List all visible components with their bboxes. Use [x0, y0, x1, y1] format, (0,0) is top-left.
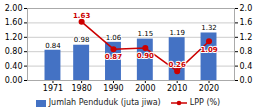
svg-text:1990: 1990 [103, 84, 123, 93]
svg-text:0.87: 0.87 [105, 53, 122, 61]
svg-text:1.32: 1.32 [201, 24, 217, 32]
svg-text:0.0: 0.0 [240, 76, 253, 85]
svg-text:0.84: 0.84 [45, 42, 61, 50]
svg-text:0.26: 0.26 [169, 61, 186, 69]
svg-text:0.98: 0.98 [74, 36, 90, 44]
svg-text:1980: 1980 [71, 84, 91, 93]
svg-text:2000: 2000 [135, 84, 155, 93]
svg-text:1.09: 1.09 [200, 46, 217, 54]
svg-text:0.80: 0.80 [5, 47, 23, 56]
svg-text:0.00: 0.00 [5, 76, 23, 85]
html-text:Jumlah Penduduk (juta jiwa): Jumlah Penduduk (juta jiwa) [48, 98, 161, 107]
svg-text:0.4: 0.4 [240, 62, 253, 71]
svg-text:2020: 2020 [199, 84, 219, 93]
svg-text:2.0: 2.0 [240, 4, 253, 13]
svg-text:1.60: 1.60 [5, 18, 23, 27]
svg-text:1.15: 1.15 [138, 30, 154, 38]
svg-text:1.2: 1.2 [240, 33, 253, 42]
svg-text:0.8: 0.8 [240, 47, 253, 56]
svg-text:1.19: 1.19 [169, 29, 185, 37]
svg-text:1.63: 1.63 [73, 12, 90, 20]
svg-text:1971: 1971 [43, 84, 63, 93]
svg-text:1.6: 1.6 [240, 18, 253, 27]
svg-text:1.20: 1.20 [5, 33, 23, 42]
svg-text:2.00: 2.00 [5, 4, 23, 13]
svg-text:2010: 2010 [167, 84, 187, 93]
svg-text:0.40: 0.40 [5, 62, 23, 71]
svg-text:1.06: 1.06 [106, 34, 122, 42]
html-text:LPP (%): LPP (%) [189, 98, 221, 107]
svg-text:0.90: 0.90 [137, 52, 154, 60]
